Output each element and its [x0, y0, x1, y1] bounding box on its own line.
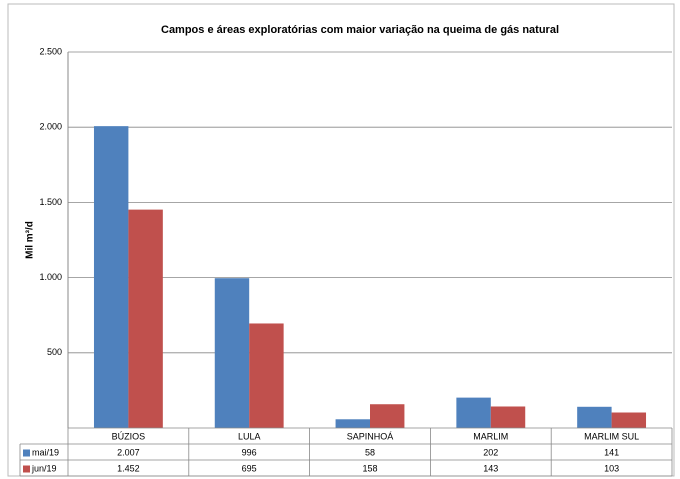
y-tick-label: 1.500 [39, 197, 62, 207]
y-tick-label: 500 [47, 347, 62, 357]
chart-title: Campos e áreas exploratórias com maior v… [161, 24, 559, 36]
bar [214, 278, 250, 428]
y-tick-label: 1.000 [39, 272, 62, 282]
x-tick-label: MARLIM [473, 431, 508, 441]
legend-swatch [23, 449, 30, 457]
x-tick-label: LULA [238, 431, 261, 441]
table-value: 2.007 [117, 447, 140, 457]
bar [335, 419, 370, 428]
legend-swatch [23, 465, 30, 473]
bar [490, 406, 526, 428]
y-tick-label: 2.500 [39, 46, 62, 56]
bar [370, 404, 405, 428]
table-value: 996 [242, 447, 257, 457]
legend-label: jun/19 [31, 463, 57, 473]
bar [128, 209, 163, 428]
table-value: 141 [604, 447, 619, 457]
x-tick-label: MARLIM SUL [584, 431, 639, 441]
bar [93, 126, 129, 428]
table-value: 143 [483, 463, 498, 473]
bar [577, 406, 612, 428]
bar [611, 412, 647, 428]
legend-label: mai/19 [32, 447, 59, 457]
table-value: 58 [365, 447, 375, 457]
bar [456, 397, 491, 428]
x-tick-label: BÚZIOS [112, 431, 146, 441]
table-value: 202 [483, 447, 498, 457]
y-axis-title: Mil m³/d [25, 221, 36, 259]
table-value: 103 [604, 463, 619, 473]
table-value: 1.452 [117, 463, 140, 473]
y-tick-label: 2.000 [39, 122, 62, 132]
table-value: 158 [362, 463, 377, 473]
x-tick-label: SAPINHOÁ [347, 431, 394, 441]
table-value: 695 [242, 463, 257, 473]
bar [249, 323, 284, 428]
